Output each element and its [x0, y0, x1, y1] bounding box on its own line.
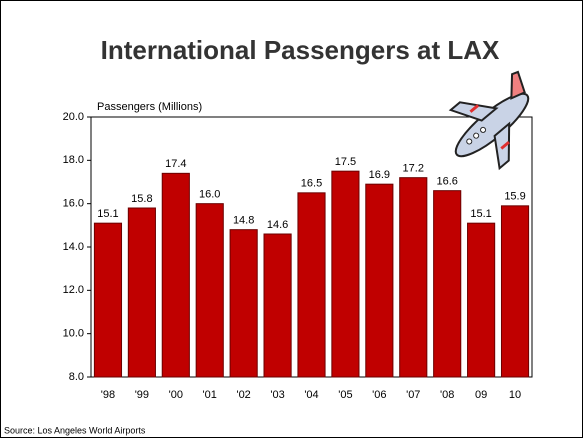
- x-tick-label: '03: [270, 389, 284, 401]
- x-tick-label: '99: [135, 389, 149, 401]
- bar: [93, 222, 123, 378]
- bar: [399, 177, 428, 378]
- bar: [500, 205, 530, 378]
- y-tick-label: 8.0: [69, 371, 84, 383]
- x-tick-label: '08: [440, 389, 454, 401]
- bar: [195, 203, 224, 378]
- x-tick-label: 10: [509, 389, 521, 401]
- value-label: 14.8: [233, 215, 254, 227]
- bar: [331, 170, 360, 378]
- bar: [127, 207, 156, 378]
- value-label: 14.6: [267, 219, 288, 231]
- bar: [433, 190, 462, 378]
- x-tick-label: 09: [475, 389, 487, 401]
- x-tick-label: '06: [372, 389, 386, 401]
- value-label: 16.0: [199, 189, 220, 201]
- value-label: 16.6: [436, 176, 457, 188]
- y-axis-label: Passengers (Millions): [97, 101, 202, 113]
- value-label: 17.2: [403, 163, 424, 175]
- value-label: 15.9: [504, 191, 525, 203]
- x-tick-label: '04: [304, 389, 318, 401]
- bar: [161, 172, 190, 378]
- value-label: 15.1: [470, 208, 491, 220]
- source: Source: Los Angeles World Airports: [4, 425, 146, 435]
- y-tick-label: 18.0: [63, 154, 84, 166]
- y-tick-label: 16.0: [63, 198, 84, 210]
- value-label: 16.5: [301, 178, 322, 190]
- value-label: 17.5: [335, 156, 356, 168]
- bar: [467, 222, 496, 378]
- chart-title: International Passengers at LAX: [101, 35, 500, 65]
- x-tick-label: '98: [101, 389, 115, 401]
- x-tick-label: '01: [203, 389, 217, 401]
- y-tick-label: 20.0: [63, 111, 84, 123]
- plane-icon: [448, 70, 530, 171]
- x-tick-label: '02: [236, 389, 250, 401]
- value-label: 15.1: [97, 208, 118, 220]
- bar: [263, 233, 292, 378]
- value-label: 15.8: [131, 193, 152, 205]
- bar: [229, 229, 258, 378]
- bar: [297, 192, 326, 378]
- x-tick-label: '00: [169, 389, 183, 401]
- bar: [365, 183, 394, 378]
- value-label: 16.9: [369, 169, 390, 181]
- x-tick-label: '07: [406, 389, 420, 401]
- y-tick-label: 12.0: [63, 284, 84, 296]
- y-tick-label: 14.0: [63, 241, 84, 253]
- y-tick-label: 10.0: [63, 328, 84, 340]
- x-tick-label: '05: [338, 389, 352, 401]
- value-label: 17.4: [165, 158, 186, 170]
